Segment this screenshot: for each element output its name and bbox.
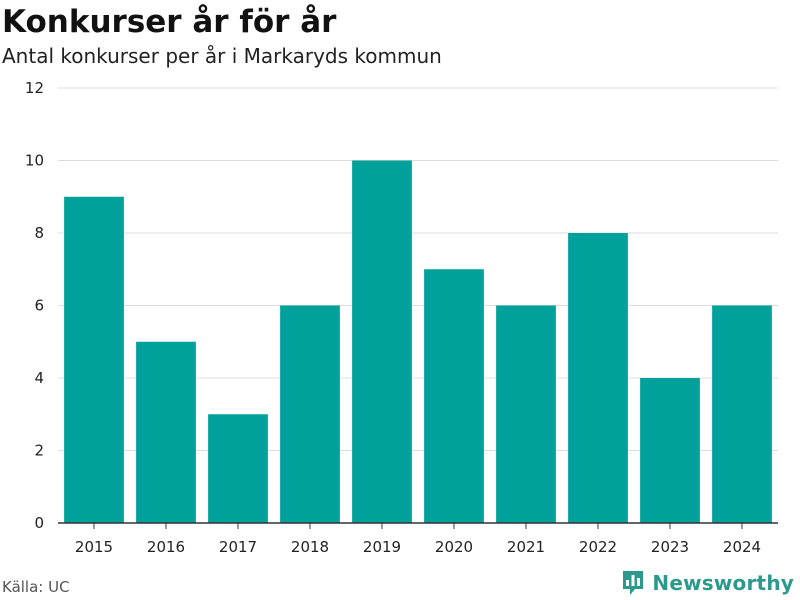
x-tick-label: 2019 <box>363 538 401 556</box>
bar-2018 <box>280 305 340 523</box>
y-tick-label: 10 <box>25 152 44 170</box>
axes: 0 2 4 6 8 10 12 2015 2016 2017 2018 2019 2020 2021 202… <box>25 79 778 556</box>
x-tick-label: 2021 <box>507 538 545 556</box>
bar-2020 <box>424 269 484 523</box>
y-tick-label: 12 <box>25 79 44 97</box>
y-tick-label: 0 <box>34 514 44 532</box>
bar-2016 <box>136 341 196 523</box>
x-tick-label: 2016 <box>147 538 185 556</box>
x-tick-label: 2020 <box>435 538 473 556</box>
y-tick-label: 8 <box>34 224 44 242</box>
y-tick-label: 2 <box>34 442 44 460</box>
source-note: Källa: UC <box>2 578 70 596</box>
brand-name: Newsworthy <box>652 571 794 595</box>
bars <box>64 160 772 523</box>
bar-2022 <box>568 233 628 523</box>
x-tick-label: 2015 <box>75 538 113 556</box>
newsworthy-logo: Newsworthy <box>621 568 794 598</box>
x-tick-label: 2018 <box>291 538 329 556</box>
bar-2021 <box>496 305 556 523</box>
chart-title: Konkurser år för år <box>2 4 337 40</box>
x-tick-label: 2024 <box>723 538 761 556</box>
bar-2023 <box>640 378 700 523</box>
bar-2019 <box>352 160 412 523</box>
bar-2017 <box>208 414 268 523</box>
chart-subtitle: Antal konkurser per år i Markaryds kommu… <box>2 44 442 68</box>
x-tick-label: 2017 <box>219 538 257 556</box>
y-tick-label: 4 <box>34 369 44 387</box>
y-tick-label: 6 <box>34 297 44 315</box>
bar-2024 <box>712 305 772 523</box>
bar-chart-pin-icon <box>623 571 644 595</box>
bar-2015 <box>64 196 124 523</box>
x-tick-label: 2022 <box>579 538 617 556</box>
x-tick-label: 2023 <box>651 538 689 556</box>
